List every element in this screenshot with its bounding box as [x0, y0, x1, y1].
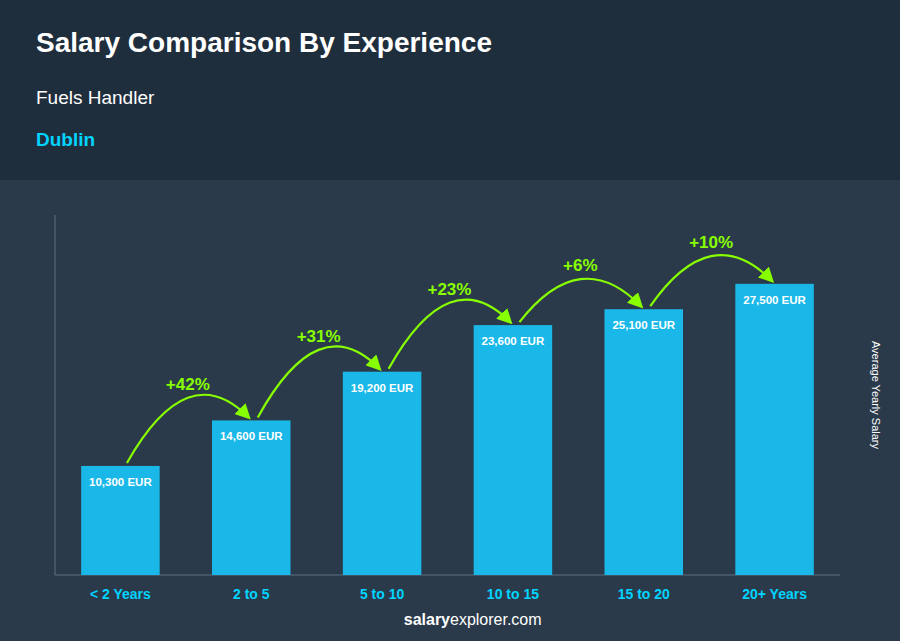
change-arrow	[650, 255, 772, 306]
change-arrow	[519, 279, 641, 322]
change-arrow	[258, 346, 380, 417]
change-label: +6%	[563, 256, 598, 275]
footer-bold: salary	[404, 611, 450, 628]
data-label: 19,200 EUR	[351, 382, 414, 394]
title: Salary Comparison By Experience	[36, 27, 492, 58]
data-label: 25,100 EUR	[612, 319, 675, 331]
x-tick-label: < 2 Years	[90, 586, 151, 602]
bar	[343, 372, 422, 575]
header-band	[0, 0, 900, 180]
subtitle: Fuels Handler	[36, 87, 155, 108]
footer-text: explorer.com	[450, 611, 542, 628]
bar	[605, 309, 684, 575]
x-tick-label: 2 to 5	[233, 586, 270, 602]
x-tick-label: 10 to 15	[487, 586, 539, 602]
bar	[81, 466, 159, 575]
change-label: +10%	[689, 233, 733, 252]
city: Dublin	[36, 129, 95, 150]
bar	[735, 284, 814, 575]
data-label: 14,600 EUR	[220, 430, 283, 442]
bar	[474, 325, 552, 575]
change-arrow	[389, 300, 511, 369]
x-tick-label: 20+ Years	[742, 586, 807, 602]
change-label: +42%	[166, 375, 210, 394]
x-tick-label: 5 to 10	[360, 586, 405, 602]
x-axis	[55, 575, 840, 576]
y-label: Average Yearly Salary	[870, 341, 882, 450]
change-arrow	[127, 395, 249, 463]
bar	[212, 420, 291, 575]
x-tick-label: 15 to 20	[618, 586, 670, 602]
data-label: 23,600 EUR	[482, 335, 545, 347]
bars	[81, 284, 814, 575]
y-axis	[55, 215, 56, 575]
data-label: 10,300 EUR	[89, 476, 152, 488]
background	[0, 0, 900, 641]
change-label: +31%	[297, 327, 341, 346]
change-label: +23%	[427, 280, 471, 299]
data-label: 27,500 EUR	[743, 294, 806, 306]
chart: Salary Comparison By Experience Fuels Han…	[0, 0, 900, 641]
